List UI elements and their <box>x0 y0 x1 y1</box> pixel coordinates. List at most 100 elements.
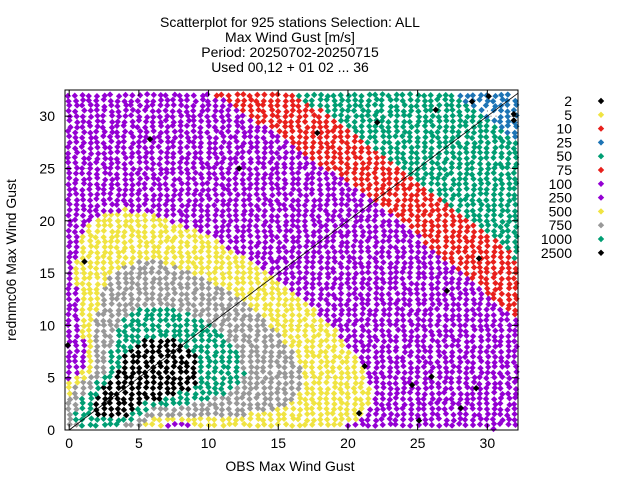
data-point <box>366 98 372 104</box>
data-point <box>65 93 71 99</box>
data-point <box>268 118 274 124</box>
data-point <box>235 280 241 286</box>
data-point <box>136 259 142 265</box>
data-point <box>415 385 421 391</box>
data-point <box>378 97 384 103</box>
data-point <box>197 155 203 161</box>
data-point <box>155 176 161 182</box>
data-point <box>248 295 254 301</box>
data-point <box>213 390 219 396</box>
data-point <box>381 177 387 183</box>
legend-marker <box>598 181 604 187</box>
data-point <box>114 259 120 265</box>
data-point <box>497 406 503 412</box>
data-point <box>365 260 371 266</box>
data-point <box>191 207 197 213</box>
data-point <box>443 343 449 349</box>
data-point <box>471 264 477 270</box>
data-point <box>107 165 113 171</box>
data-point <box>386 291 392 297</box>
data-point <box>101 104 107 110</box>
data-point <box>490 259 496 265</box>
data-point <box>456 364 462 370</box>
data-point <box>373 145 379 151</box>
data-point <box>324 227 330 233</box>
data-point <box>129 385 135 391</box>
data-point <box>80 245 86 251</box>
data-point <box>239 359 245 365</box>
data-point <box>274 234 280 240</box>
data-point <box>247 422 253 428</box>
data-point <box>414 354 420 360</box>
data-point <box>380 422 386 428</box>
data-point <box>365 347 371 353</box>
data-point <box>87 208 93 214</box>
data-point <box>184 144 190 150</box>
data-point <box>191 144 197 150</box>
data-point <box>233 374 239 380</box>
data-point <box>505 292 511 298</box>
data-point <box>317 182 323 188</box>
data-point <box>211 422 217 428</box>
data-point <box>79 307 85 313</box>
data-point <box>205 107 211 113</box>
data-point <box>296 207 302 213</box>
data-point <box>484 170 490 176</box>
data-point <box>351 197 357 203</box>
data-point <box>442 323 448 329</box>
data-point <box>129 202 135 208</box>
data-point <box>267 307 273 313</box>
data-point <box>282 354 288 360</box>
data-point <box>234 91 240 97</box>
data-point <box>304 171 310 177</box>
data-point <box>337 296 343 302</box>
data-point <box>378 265 384 271</box>
data-point <box>478 113 484 119</box>
data-point <box>498 171 504 177</box>
data-point <box>484 243 490 249</box>
data-point <box>367 229 373 235</box>
data-point <box>394 386 400 392</box>
data-point <box>93 134 99 140</box>
data-point <box>478 166 484 172</box>
data-point <box>415 135 421 141</box>
x-tick-label: 25 <box>410 435 426 451</box>
data-point <box>346 291 352 297</box>
data-point <box>352 338 358 344</box>
data-point <box>338 271 344 277</box>
data-point <box>262 208 268 214</box>
data-point <box>254 323 260 329</box>
data-point <box>276 239 282 245</box>
data-point <box>310 139 316 145</box>
data-point <box>351 138 357 144</box>
data-point <box>358 248 364 254</box>
data-point <box>142 217 148 223</box>
data-point <box>422 250 428 256</box>
data-point <box>401 108 407 114</box>
data-point <box>295 170 301 176</box>
data-point <box>485 353 491 359</box>
data-point <box>310 160 316 166</box>
data-point <box>184 391 190 397</box>
data-point <box>373 160 379 166</box>
data-point <box>330 358 336 364</box>
data-point <box>296 381 302 387</box>
data-point <box>269 343 275 349</box>
data-point <box>373 365 379 371</box>
data-point <box>80 234 86 240</box>
data-point <box>512 307 518 313</box>
data-point <box>81 176 87 182</box>
data-point <box>470 108 476 114</box>
data-point <box>477 301 483 307</box>
data-point <box>198 207 204 213</box>
data-point <box>219 401 225 407</box>
data-point <box>413 103 419 109</box>
data-point <box>420 317 426 323</box>
data-point <box>324 175 330 181</box>
data-point <box>346 93 352 99</box>
data-point <box>358 138 364 144</box>
data-point <box>317 197 323 203</box>
data-point <box>351 249 357 255</box>
data-point <box>388 385 394 391</box>
data-point <box>234 343 240 349</box>
